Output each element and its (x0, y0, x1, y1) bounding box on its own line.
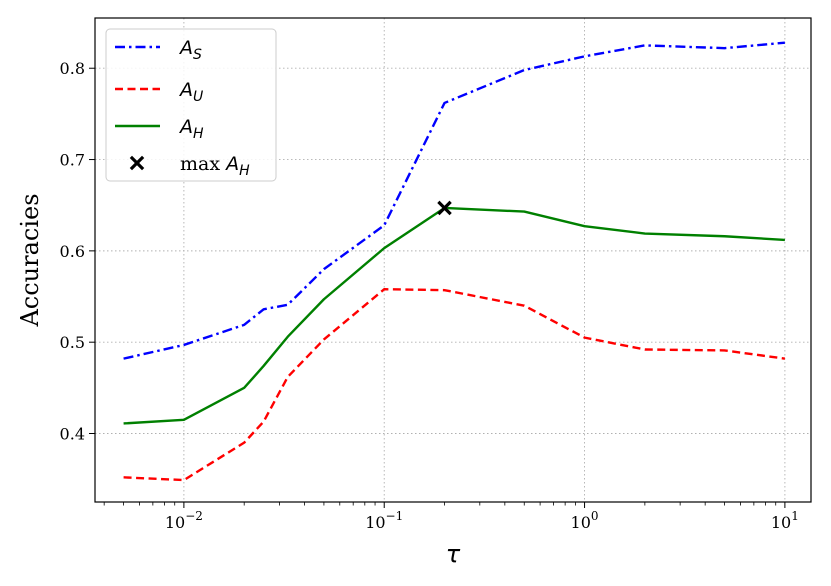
legend-label: AU (178, 79, 203, 105)
y-tick-label: 0.4 (60, 425, 85, 444)
legend-label: AS (178, 37, 202, 63)
x-axis-label: τ (446, 540, 461, 568)
series-line-a-h (123, 206, 785, 425)
legend-label: max AH (180, 153, 250, 179)
plot-frame (94, 17, 812, 503)
max-ah-marker (437, 200, 452, 216)
series-line-a-u (123, 288, 786, 482)
legend: AS AU AH max AH (105, 28, 277, 182)
x-tick-label: 100 (571, 509, 599, 532)
x-tick-label: 10−1 (365, 509, 403, 532)
axis-ticks: 10−2 10−1 100 101 0.4 0.5 0.6 0.7 0.8 (60, 59, 799, 532)
series-line-a-s (123, 41, 785, 360)
series-lines (123, 41, 786, 482)
markers (437, 200, 452, 216)
y-tick-label: 0.8 (60, 59, 85, 78)
y-tick-label: 0.5 (60, 333, 85, 352)
legend-swatch-max-ah (129, 155, 145, 171)
legend-box (105, 28, 277, 182)
x-tick-label: 10−2 (165, 509, 203, 532)
y-tick-label: 0.6 (60, 242, 85, 261)
max-ah-marker-stroke (437, 200, 452, 216)
y-axis-label: Accuracies (16, 193, 44, 327)
legend-label: AH (178, 116, 204, 142)
y-tick-label: 0.7 (60, 151, 85, 170)
legend-marker-stroke (129, 155, 145, 171)
x-tick-label: 101 (771, 509, 799, 532)
